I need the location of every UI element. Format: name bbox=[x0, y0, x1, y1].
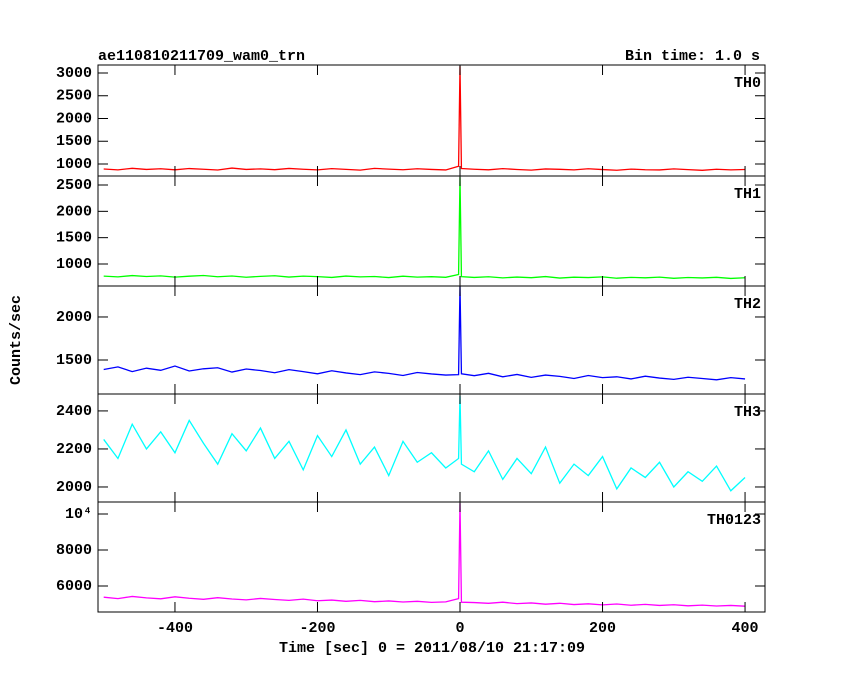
x-axis-label: Time [sec] 0 = 2011/08/10 21:17:09 bbox=[279, 640, 585, 657]
y-tick-label: 3000 bbox=[56, 65, 92, 82]
panel-plot bbox=[103, 286, 746, 381]
panel-plot bbox=[103, 395, 746, 492]
panel-plot bbox=[103, 66, 746, 171]
panel-label: TH0 bbox=[734, 75, 761, 92]
y-tick-label: 2400 bbox=[56, 403, 92, 420]
panel-label: TH2 bbox=[734, 296, 761, 313]
x-tick-label: -400 bbox=[157, 620, 193, 637]
x-tick-label: 400 bbox=[732, 620, 759, 637]
y-tick-label: 1500 bbox=[56, 133, 92, 150]
panel-frame bbox=[97, 285, 766, 395]
panel-frame bbox=[97, 501, 766, 613]
y-tick-label: 2000 bbox=[56, 110, 92, 127]
y-tick-label: 8000 bbox=[56, 542, 92, 559]
y-tick-label: 1000 bbox=[56, 256, 92, 273]
x-tick-label: 200 bbox=[589, 620, 616, 637]
panel-label: TH0123 bbox=[707, 512, 761, 529]
y-tick-label: 1000 bbox=[56, 156, 92, 173]
panel-label: TH1 bbox=[734, 186, 761, 203]
bin-time: Bin time: 1.0 s bbox=[625, 48, 760, 65]
y-tick-label: 1500 bbox=[56, 230, 92, 247]
panel-frame bbox=[97, 64, 766, 177]
y-axis-label: Counts/sec bbox=[8, 295, 25, 385]
y-tick-label: 2500 bbox=[56, 88, 92, 105]
chart-title: ae110810211709_wam0_trn bbox=[98, 48, 305, 65]
panel-frame bbox=[97, 175, 766, 287]
data-line bbox=[103, 177, 746, 280]
y-tick-label: 2200 bbox=[56, 441, 92, 458]
y-tick-label: 2000 bbox=[56, 203, 92, 220]
panel-frame bbox=[97, 393, 766, 503]
y-tick-label: 2000 bbox=[56, 479, 92, 496]
data-line bbox=[103, 286, 746, 381]
y-tick-label: 2000 bbox=[56, 309, 92, 326]
data-line bbox=[103, 66, 746, 171]
y-tick-label: 6000 bbox=[56, 578, 92, 595]
panel-plot bbox=[103, 503, 746, 607]
data-line bbox=[103, 395, 746, 492]
x-tick-label: -200 bbox=[299, 620, 335, 637]
x-tick-label: 0 bbox=[455, 620, 464, 637]
panel-label: TH3 bbox=[734, 404, 761, 421]
y-tick-label: 10⁴ bbox=[65, 506, 92, 523]
y-tick-label: 2500 bbox=[56, 177, 92, 194]
data-line bbox=[103, 503, 746, 607]
y-tick-label: 1500 bbox=[56, 352, 92, 369]
panel-plot bbox=[103, 177, 746, 280]
